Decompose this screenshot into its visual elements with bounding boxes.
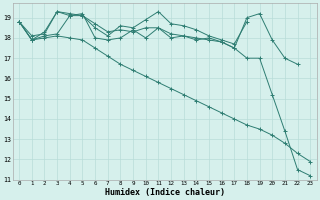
X-axis label: Humidex (Indice chaleur): Humidex (Indice chaleur) — [105, 188, 225, 197]
